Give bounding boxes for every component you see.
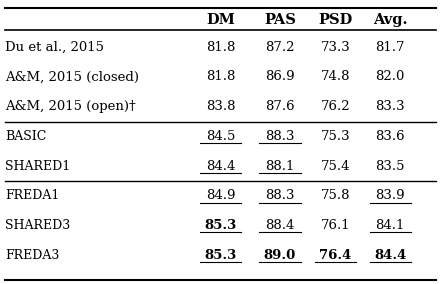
Text: 83.3: 83.3	[375, 100, 405, 113]
Text: 84.9: 84.9	[206, 189, 235, 202]
Text: A&M, 2015 (open)†: A&M, 2015 (open)†	[5, 100, 136, 113]
Text: 81.7: 81.7	[375, 41, 405, 54]
Text: BASIC: BASIC	[5, 130, 46, 143]
Text: PAS: PAS	[264, 13, 296, 28]
Text: 75.4: 75.4	[321, 160, 351, 172]
Text: 73.3: 73.3	[321, 41, 351, 54]
Text: DM: DM	[206, 13, 235, 28]
Text: 76.1: 76.1	[321, 219, 351, 232]
Text: 84.4: 84.4	[206, 160, 235, 172]
Text: 74.8: 74.8	[321, 70, 351, 83]
Text: 76.2: 76.2	[321, 100, 351, 113]
Text: PSD: PSD	[318, 13, 353, 28]
Text: 75.3: 75.3	[321, 130, 351, 143]
Text: 88.4: 88.4	[265, 219, 295, 232]
Text: Avg.: Avg.	[373, 13, 407, 28]
Text: 85.3: 85.3	[204, 248, 237, 262]
Text: 88.1: 88.1	[265, 160, 295, 172]
Text: FREDA3: FREDA3	[5, 248, 60, 262]
Text: A&M, 2015 (closed): A&M, 2015 (closed)	[5, 70, 139, 83]
Text: FREDA1: FREDA1	[5, 189, 60, 202]
Text: 83.5: 83.5	[375, 160, 405, 172]
Text: 81.8: 81.8	[206, 41, 235, 54]
Text: 87.2: 87.2	[265, 41, 295, 54]
Text: 76.4: 76.4	[319, 248, 352, 262]
Text: 83.8: 83.8	[206, 100, 235, 113]
Text: 83.6: 83.6	[375, 130, 405, 143]
Text: 85.3: 85.3	[204, 219, 237, 232]
Text: 84.5: 84.5	[206, 130, 235, 143]
Text: Du et al., 2015: Du et al., 2015	[5, 41, 104, 54]
Text: 89.0: 89.0	[264, 248, 296, 262]
Text: 87.6: 87.6	[265, 100, 295, 113]
Text: 84.4: 84.4	[374, 248, 406, 262]
Text: 81.8: 81.8	[206, 70, 235, 83]
Text: 86.9: 86.9	[265, 70, 295, 83]
Text: SHARED1: SHARED1	[5, 160, 71, 172]
Text: 75.8: 75.8	[321, 189, 351, 202]
Text: 88.3: 88.3	[265, 130, 295, 143]
Text: 84.1: 84.1	[375, 219, 405, 232]
Text: 83.9: 83.9	[375, 189, 405, 202]
Text: 88.3: 88.3	[265, 189, 295, 202]
Text: SHARED3: SHARED3	[5, 219, 71, 232]
Text: 82.0: 82.0	[375, 70, 405, 83]
